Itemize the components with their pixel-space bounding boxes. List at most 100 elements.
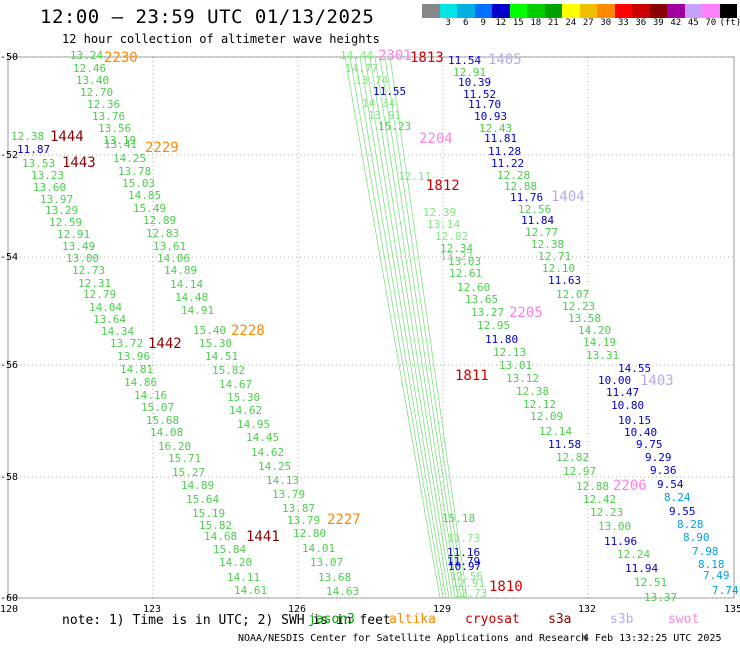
- wave-height-label: 13.79: [287, 514, 320, 527]
- lat-tick-label: -50: [0, 52, 18, 63]
- track-line: [389, 56, 468, 599]
- wave-height-label: 9.55: [669, 505, 696, 518]
- page-subtitle: 12 hour collection of altimeter wave hei…: [62, 32, 380, 46]
- wave-height-label: 13.61: [153, 240, 186, 253]
- wave-height-label: 13.19: [103, 134, 136, 147]
- wave-height-label: 15.71: [168, 452, 201, 465]
- note-text: note: 1) Time is in UTC; 2) SWH is in fe…: [62, 613, 391, 628]
- wave-height-label: 13.53: [22, 157, 55, 170]
- wave-height-label: 14.45: [246, 431, 279, 444]
- wave-height-label: 10.93: [474, 110, 507, 123]
- wave-height-label: 12.28: [497, 169, 530, 182]
- wave-height-label: 14.67: [219, 378, 252, 391]
- wave-height-label: 15.82: [212, 364, 245, 377]
- wave-height-label: 15.68: [146, 414, 179, 427]
- wave-height-label: 11.70: [468, 98, 501, 111]
- pass-id-label: 1403: [640, 373, 674, 389]
- wave-height-label: 14.11: [227, 571, 260, 584]
- pass-id-label: 2205: [509, 305, 543, 321]
- wave-height-label: 12.23: [590, 506, 623, 519]
- wave-height-label: 14.51: [205, 350, 238, 363]
- scale-swatch: [649, 4, 667, 18]
- wave-height-label: 14.77: [345, 62, 378, 75]
- scale-label: 30: [600, 18, 612, 28]
- wave-height-label: 12.43: [479, 122, 512, 135]
- footer-source: NOAA/NESDIS Center for Satellite Applica…: [238, 633, 588, 644]
- scale-swatch: [719, 4, 737, 18]
- wave-height-label: 12.91: [57, 228, 90, 241]
- wave-height-label: 11.73: [447, 532, 480, 545]
- wave-height-label: 12.83: [146, 227, 179, 240]
- pass-id-label: 1404: [551, 189, 585, 205]
- wave-height-label: 13.37: [644, 591, 677, 604]
- wave-height-label: 11.52: [463, 88, 496, 101]
- wave-height-label: 12.61: [449, 267, 482, 280]
- map-grid: [7, 56, 735, 599]
- wave-height-label: 12.36: [87, 98, 120, 111]
- scale-swatch: [474, 4, 492, 18]
- wave-height-label: 13.07: [310, 556, 343, 569]
- wave-height-label: 14.20: [578, 324, 611, 337]
- wave-height-label: 14.16: [134, 389, 167, 402]
- wave-height-label: 13.12: [506, 372, 539, 385]
- wave-height-label: 12.70: [80, 86, 113, 99]
- scale-label: 27: [582, 18, 594, 28]
- track-line: [384, 56, 465, 599]
- wave-height-label: 12.31: [78, 277, 111, 290]
- wave-height-label: 12.38: [516, 385, 549, 398]
- track-line: [364, 56, 453, 599]
- wave-height-label: 13.60: [33, 181, 66, 194]
- wave-height-label: 9.36: [650, 464, 677, 477]
- pass-id-label: 1812: [426, 178, 460, 194]
- scale-swatch: [509, 4, 527, 18]
- wave-height-label: 12.38: [11, 130, 44, 143]
- wave-height-label: 13.41: [104, 138, 137, 151]
- wave-height-label: 15.82: [199, 519, 232, 532]
- legend-item-s3a: s3a: [548, 612, 572, 627]
- wave-height-label: 13.56: [98, 122, 131, 135]
- wave-height-label: 13.03: [448, 255, 481, 268]
- map-axis-labels: 120 123 126 129 132 135 -50 -52 -54 -56 -58 -60: [0, 52, 740, 615]
- wave-height-label: 13.58: [568, 312, 601, 325]
- wave-height-label: 11.94: [625, 562, 658, 575]
- wave-height-label: 12.42: [583, 493, 616, 506]
- wave-height-label: 10.15: [618, 414, 651, 427]
- pass-id-label: 2230: [104, 50, 138, 66]
- wave-height-label: 10.39: [458, 76, 491, 89]
- wave-height-label: 13.97: [40, 193, 73, 206]
- wave-height-label: 10.40: [624, 426, 657, 439]
- wave-height-label: 13.27: [440, 250, 473, 263]
- pass-id-label: 2229: [145, 140, 179, 156]
- wave-height-label: 12.73: [72, 264, 105, 277]
- page-title: 12:00 – 23:59 UTC 01/13/2025: [40, 6, 375, 28]
- wave-height-label: 11.55: [373, 85, 406, 98]
- scale-label: 36: [635, 18, 647, 28]
- wave-height-label: 13.78: [118, 165, 151, 178]
- wave-height-label: 11.47: [606, 386, 639, 399]
- track-line: [359, 56, 450, 599]
- scale-swatch: [667, 4, 685, 18]
- track-line: [369, 56, 456, 599]
- wave-height-label: 13.01: [499, 359, 532, 372]
- wave-height-label: 11.81: [484, 132, 517, 145]
- scale-label: 6: [463, 18, 469, 28]
- pass-id-label: 1444: [50, 129, 84, 145]
- pass-id-label: 2227: [327, 512, 361, 528]
- wave-height-label: 14.34: [362, 97, 395, 110]
- pass-id-label: 2301: [378, 48, 412, 64]
- wave-height-label: 13.87: [282, 502, 315, 515]
- scale-label: 33: [617, 18, 629, 28]
- wave-height-label: 11.87: [17, 143, 50, 156]
- color-scale-labels: 3 6 9 12 15 18 21 24 27 30 33 36 39 42 45 70 (ft): [422, 18, 740, 28]
- scale-swatch: [632, 4, 650, 18]
- wave-height-label: 12.38: [531, 238, 564, 251]
- wave-height-label: 12.14: [539, 425, 572, 438]
- wave-height-label: 14.01: [302, 542, 335, 555]
- wave-height-label: 14.95: [237, 418, 270, 431]
- wave-height-label: 15.19: [192, 507, 225, 520]
- wave-height-label: 9.54: [657, 478, 684, 491]
- pass-id-labels: 2230 1444 2229 1443 2228 1442 2227 1441 23011813…: [50, 48, 674, 595]
- wave-height-label: 14.81: [120, 363, 153, 376]
- lat-tick-label: -54: [0, 252, 18, 263]
